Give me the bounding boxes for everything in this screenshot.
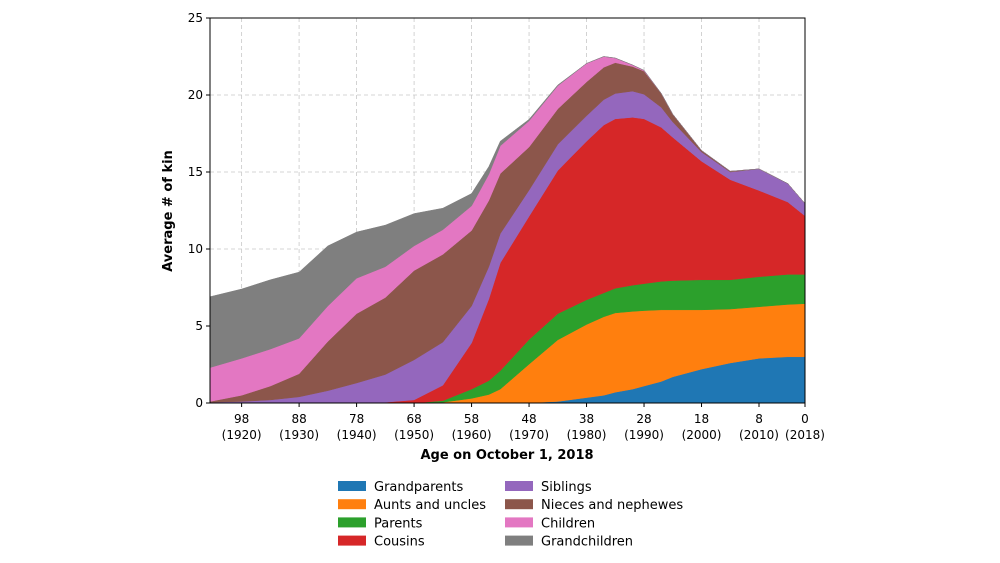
legend-swatch-grandchildren [505,535,533,546]
legend-label-aunts-and-uncles: Aunts and uncles [374,498,486,513]
legend-swatch-grandparents [338,481,366,491]
x-tick-sublabel: (1920) [222,428,262,442]
x-tick-sublabel: (1980) [567,428,607,442]
area-grandchildren [209,56,806,368]
legend-swatch-children [505,517,533,528]
legend-label-grandparents: Grandparents [374,480,463,495]
y-tick-label: 10 [188,242,203,256]
legend-label-grandchildren: Grandchildren [541,535,633,550]
x-tick-sublabel: (1940) [337,428,377,442]
legend-label-children: Children [541,516,595,531]
legend-label-cousins: Cousins [374,535,425,550]
x-tick-label: 38 [579,412,594,426]
y-axis-title: Average # of kin [161,150,176,272]
x-tick-sublabel: (2010) [739,428,779,442]
x-tick-sublabel: (1960) [452,428,492,442]
x-tick-label: 28 [636,412,651,426]
legend-swatch-cousins [338,535,366,546]
x-tick-sublabel: (2018) [785,428,825,442]
x-tick-sublabel: (1990) [624,428,664,442]
y-tick-label: 0 [195,396,203,410]
legend-label-nieces-and-nephewes: Nieces and nephewes [541,498,683,513]
x-tick-label: 18 [694,412,709,426]
y-tick-label: 5 [195,319,203,333]
x-tick-sublabel: (2000) [682,428,722,442]
x-tick-label: 68 [406,412,421,426]
legend-swatch-nieces-and-nephewes [505,499,533,510]
x-tick-label: 8 [755,412,763,426]
x-tick-label: 98 [234,412,249,426]
legend: Grandparents Aunts and uncles Parents Cousi… [338,480,683,550]
plot-frame [209,17,806,404]
x-tick-sublabel: (1950) [394,428,434,442]
legend-swatch-parents [338,517,366,528]
y-tick-label: 15 [188,165,203,179]
y-tick-label: 25 [188,11,203,25]
x-tick-label: 88 [291,412,306,426]
x-tick-label: 0 [801,412,809,426]
x-axis: 98 (1920) 88 (1930) 78 (1940) 68 (1950) 58 (1960)… [222,403,825,442]
legend-label-parents: Parents [374,516,423,531]
x-tick-label: 78 [349,412,364,426]
x-tick-sublabel: (1930) [279,428,319,442]
x-tick-label: 48 [521,412,536,426]
legend-label-siblings: Siblings [541,480,592,495]
y-axis: 0 5 10 15 20 25 [188,11,210,410]
y-tick-label: 20 [188,88,203,102]
legend-swatch-siblings [505,481,533,491]
x-axis-title: Age on October 1, 2018 [420,448,593,463]
legend-swatch-aunts-and-uncles [338,499,366,510]
x-tick-label: 58 [464,412,479,426]
x-tick-sublabel: (1970) [509,428,549,442]
